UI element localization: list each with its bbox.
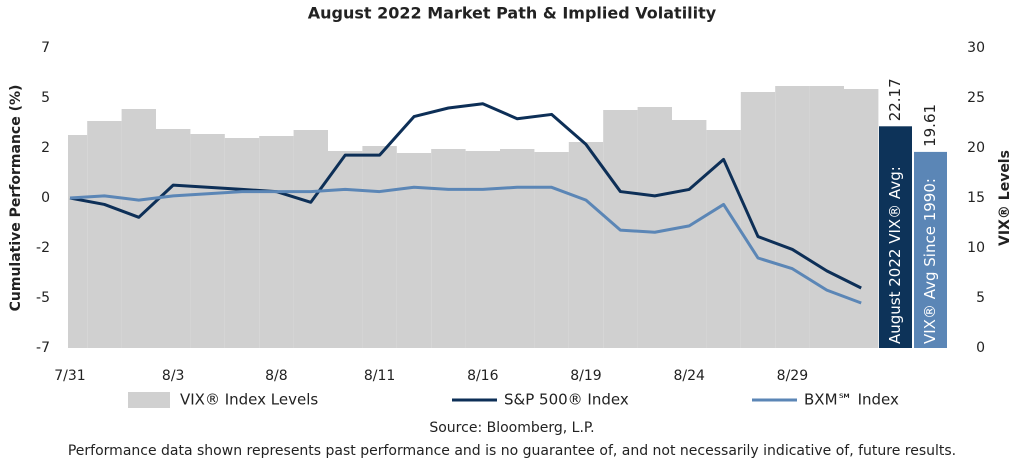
x-tick-label: 8/24: [673, 368, 705, 384]
y2-tick-label: 0: [976, 340, 985, 356]
y2-tick-label: 25: [967, 90, 985, 106]
vix-bar: [637, 107, 672, 348]
series-line: [69, 185, 862, 305]
y-tick-label: 0: [41, 190, 50, 206]
vix-bar: [672, 120, 707, 348]
series-line: [69, 102, 862, 290]
y2-tick-label: 15: [967, 190, 985, 206]
y2-tick-label: 20: [967, 140, 985, 156]
vix-bar: [568, 142, 604, 348]
reference-bar-name: August 2022 VIX® Avg:: [886, 166, 904, 344]
x-tick-label: 7/31: [54, 368, 85, 384]
y2-tick-label: 5: [976, 290, 985, 306]
source: Source: Bloomberg, L.P.: [429, 420, 594, 436]
reference-bar: [879, 126, 912, 348]
y-tick-label: 5: [41, 90, 50, 106]
legend-label: S&P 500® Index: [504, 391, 629, 409]
vix-bar: [534, 152, 569, 348]
x-tick-label: 8/19: [570, 368, 601, 384]
vix-bar: [293, 130, 328, 348]
reference-bar: [914, 151, 947, 348]
y-tick-label: -2: [36, 240, 50, 256]
legend-swatch: [128, 392, 170, 408]
vix-bar: [431, 149, 466, 348]
vix-bar: [121, 109, 156, 348]
vix-bar: [190, 134, 225, 348]
vix-bar: [68, 135, 88, 348]
legend-label: VIX® Index Levels: [180, 391, 318, 409]
x-tick-label: 8/11: [364, 368, 395, 384]
vix-bar: [362, 146, 397, 348]
y-tick-label: -7: [36, 340, 50, 356]
vix-bar: [396, 153, 432, 348]
vix-bar: [500, 149, 535, 348]
vix-bar: [156, 129, 191, 348]
vix-bar: [740, 92, 776, 348]
reference-bar-value: 22.17: [886, 78, 904, 121]
chart-title: August 2022 Market Path & Implied Volati…: [308, 4, 717, 23]
y2-tick-label: 30: [967, 40, 985, 56]
vix-bar: [328, 151, 363, 348]
y2-tick-label: 10: [967, 240, 985, 256]
vix-bar: [775, 86, 810, 348]
y-axis-title: Cumulative Performance (%): [8, 85, 24, 312]
vix-bar: [809, 86, 844, 348]
reference-bar-value: 19.61: [921, 104, 939, 147]
x-tick-label: 8/16: [467, 368, 499, 384]
vix-bar: [844, 89, 879, 348]
y-tick-label: -5: [36, 290, 50, 306]
vix-bar: [87, 121, 122, 348]
x-tick-label: 8/8: [265, 368, 288, 384]
footnote: Performance data shown represents past p…: [68, 443, 956, 459]
y-tick-label: 7: [41, 40, 50, 56]
legend-label: BXM℠ Index: [804, 391, 899, 409]
vix-bar: [259, 136, 294, 348]
x-tick-label: 8/3: [162, 368, 185, 384]
vix-bar: [224, 138, 260, 348]
x-tick-label: 8/29: [777, 368, 808, 384]
y-tick-label: 2: [41, 140, 50, 156]
reference-bar-name: VIX® Avg Since 1990:: [921, 178, 939, 344]
vix-bar: [465, 151, 500, 348]
y2-axis-title: VIX® Levels: [997, 150, 1013, 246]
vix-bar: [706, 130, 741, 348]
